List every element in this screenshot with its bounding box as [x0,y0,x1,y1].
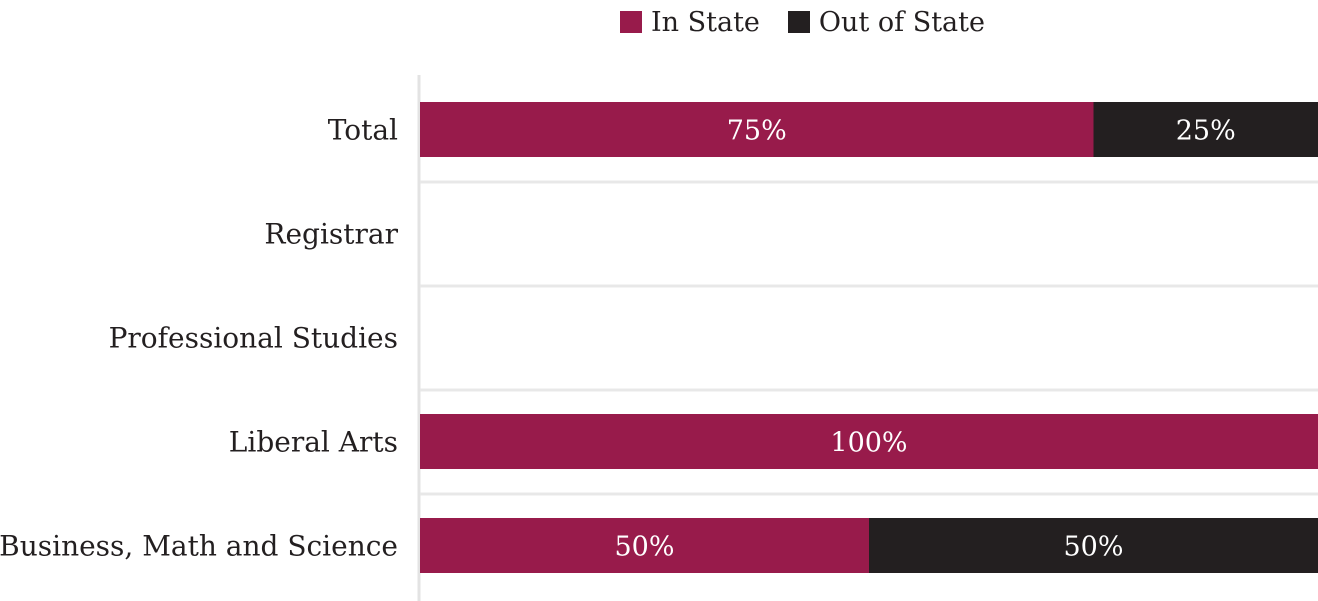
category-label: Total [328,114,398,147]
category-label: Professional Studies [109,322,398,355]
legend-swatch-in-state [620,11,642,33]
legend-swatch-out-of-state [787,11,810,33]
data-label: 75% [727,116,787,147]
legend-item-out-of-state: Out of State [787,6,985,38]
category-label: Liberal Arts [229,426,398,459]
bar-segment-out-of-state [1093,102,1318,157]
data-label: 50% [1063,532,1123,563]
data-label: 100% [830,428,907,459]
bar-segment-in-state [420,414,1318,469]
data-label: 50% [614,532,674,563]
chart-legend: In State Out of State [620,2,1013,42]
category-label: Business, Math and Science [0,530,398,563]
bar-segment-out-of-state [869,518,1318,573]
bar-segment-in-state [420,102,1094,157]
data-label: 25% [1176,116,1236,147]
legend-label-out-of-state: Out of State [818,6,985,38]
legend-label-in-state: In State [651,6,760,38]
legend-item-in-state: In State [620,7,760,38]
category-label: Registrar [264,218,398,251]
bar-segment-in-state [420,518,869,573]
